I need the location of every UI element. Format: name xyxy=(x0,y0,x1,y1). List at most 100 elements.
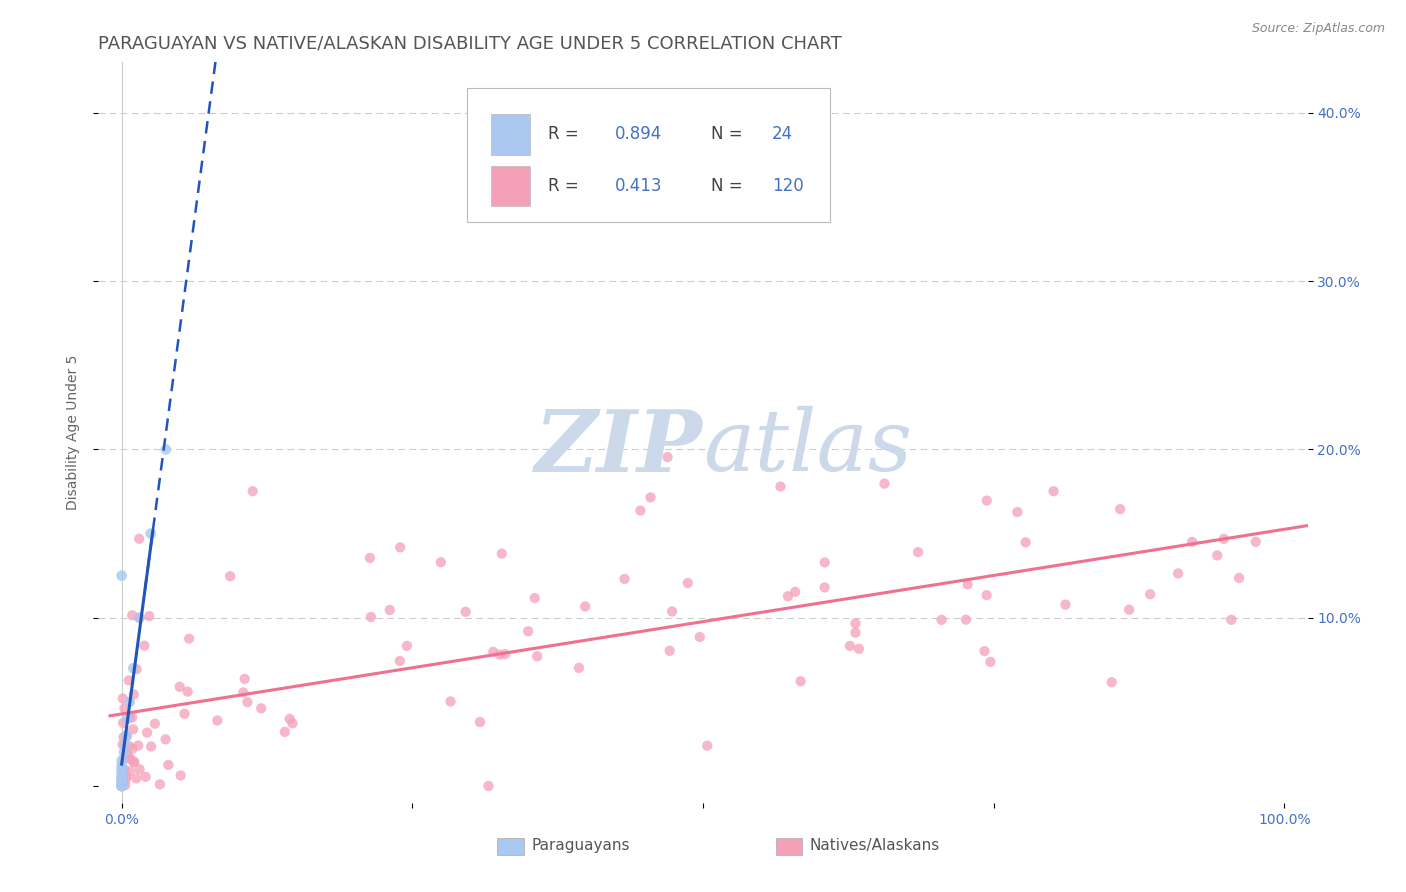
Point xyxy=(281,716,304,731)
Point xyxy=(111,754,134,768)
Text: N =: N = xyxy=(711,177,748,194)
Point xyxy=(122,661,145,675)
Point xyxy=(814,556,837,570)
Point xyxy=(1139,587,1161,601)
Point xyxy=(111,772,134,787)
Point xyxy=(568,661,591,675)
Point xyxy=(121,710,143,724)
Point xyxy=(111,779,134,793)
Point xyxy=(114,778,136,792)
Point xyxy=(359,550,381,565)
Point xyxy=(848,641,870,656)
Text: R =: R = xyxy=(548,126,585,144)
Point xyxy=(574,599,596,614)
Point xyxy=(111,762,134,776)
Point xyxy=(395,639,418,653)
Point xyxy=(789,674,811,689)
Point xyxy=(125,772,148,786)
Point xyxy=(976,588,998,602)
Text: Source: ZipAtlas.com: Source: ZipAtlas.com xyxy=(1251,22,1385,36)
Text: atlas: atlas xyxy=(703,406,912,489)
Point xyxy=(389,541,412,555)
Point xyxy=(1227,571,1250,585)
Point xyxy=(776,589,799,603)
Point xyxy=(494,647,516,661)
Point xyxy=(839,639,862,653)
Point xyxy=(769,479,792,493)
Point xyxy=(120,764,142,779)
Text: PARAGUAYAN VS NATIVE/ALASKAN DISABILITY AGE UNDER 5 CORRELATION CHART: PARAGUAYAN VS NATIVE/ALASKAN DISABILITY … xyxy=(98,35,842,53)
Point xyxy=(907,545,929,559)
Point xyxy=(242,484,264,499)
Point xyxy=(173,706,195,721)
Point xyxy=(477,779,499,793)
FancyBboxPatch shape xyxy=(467,88,830,221)
Point xyxy=(973,644,995,658)
Point xyxy=(115,729,138,743)
Point xyxy=(219,569,242,583)
Point xyxy=(111,777,134,791)
Point xyxy=(1109,502,1132,516)
Point xyxy=(176,684,198,698)
Point xyxy=(118,673,141,688)
Point xyxy=(661,604,683,618)
Point xyxy=(118,711,141,725)
Point xyxy=(111,738,134,752)
Point xyxy=(207,714,229,728)
Point xyxy=(112,716,135,731)
Point xyxy=(1212,532,1234,546)
Y-axis label: Disability Age Under 5: Disability Age Under 5 xyxy=(66,355,80,510)
Point xyxy=(169,680,191,694)
Point xyxy=(114,737,136,751)
Point xyxy=(155,442,177,457)
Point xyxy=(135,770,157,784)
Point xyxy=(127,739,149,753)
Point xyxy=(112,762,135,776)
Point xyxy=(491,547,513,561)
Point xyxy=(111,765,134,780)
Text: 0.413: 0.413 xyxy=(614,177,662,194)
Point xyxy=(250,701,273,715)
Point xyxy=(149,777,172,791)
Point xyxy=(155,732,177,747)
Point xyxy=(111,779,134,793)
Point xyxy=(139,526,162,541)
Point xyxy=(976,493,998,508)
Point xyxy=(931,613,953,627)
Point xyxy=(979,655,1001,669)
Point xyxy=(468,714,491,729)
Point xyxy=(955,613,977,627)
Point xyxy=(125,662,148,676)
Text: ZIP: ZIP xyxy=(536,406,703,489)
Point xyxy=(1181,534,1204,549)
Point xyxy=(111,777,134,791)
Text: Natives/Alaskans: Natives/Alaskans xyxy=(810,838,939,854)
Point xyxy=(122,687,145,701)
Point xyxy=(111,691,134,706)
Point xyxy=(844,625,866,640)
Bar xyxy=(498,838,524,855)
Point xyxy=(388,654,411,668)
Point xyxy=(117,750,139,764)
Point xyxy=(111,779,134,793)
Point xyxy=(454,605,477,619)
Point xyxy=(115,730,138,744)
Point xyxy=(115,747,138,762)
Point xyxy=(143,716,166,731)
Point xyxy=(236,695,259,709)
Point xyxy=(233,672,256,686)
Point xyxy=(111,769,134,783)
Point xyxy=(138,609,160,624)
Point xyxy=(118,739,141,754)
Point xyxy=(613,572,636,586)
Point xyxy=(111,758,134,772)
Text: N =: N = xyxy=(711,126,748,144)
Point xyxy=(122,723,145,737)
Point xyxy=(232,685,254,699)
Point xyxy=(689,630,711,644)
Point xyxy=(136,725,159,739)
Point xyxy=(169,768,191,782)
Text: 0.894: 0.894 xyxy=(614,126,662,144)
Point xyxy=(956,577,979,591)
Point xyxy=(785,584,807,599)
